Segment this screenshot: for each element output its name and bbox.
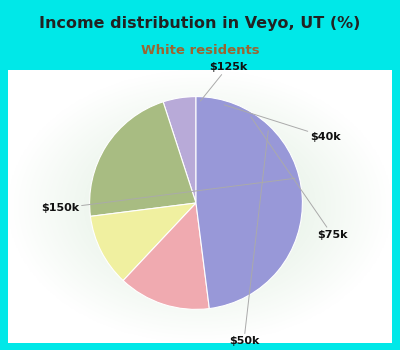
Text: $75k: $75k (251, 117, 348, 240)
Wedge shape (163, 97, 196, 203)
Wedge shape (90, 203, 196, 281)
Text: $50k: $50k (229, 131, 268, 346)
Text: Income distribution in Veyo, UT (%): Income distribution in Veyo, UT (%) (39, 16, 361, 31)
Text: $125k: $125k (200, 62, 247, 101)
Text: $40k: $40k (224, 105, 341, 142)
Wedge shape (90, 102, 196, 216)
Wedge shape (196, 97, 302, 309)
Text: White residents: White residents (141, 44, 259, 57)
Text: $150k: $150k (41, 178, 295, 213)
Wedge shape (123, 203, 209, 309)
